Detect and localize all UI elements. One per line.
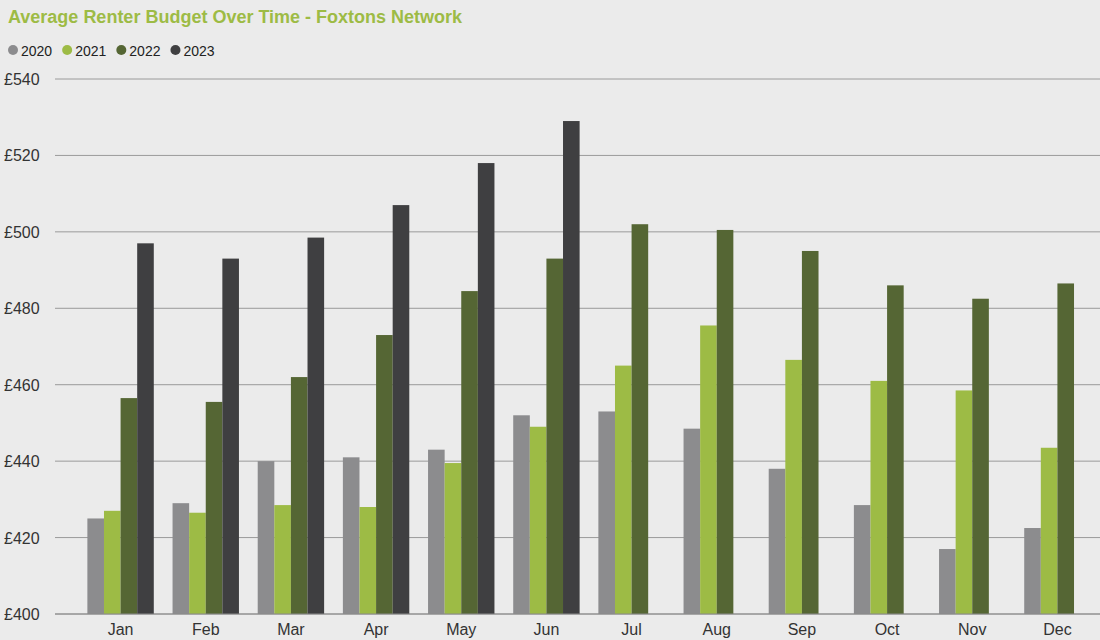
legend-item: 2023 xyxy=(170,43,214,59)
bar xyxy=(393,205,410,614)
legend-swatch xyxy=(116,45,126,55)
bar xyxy=(615,366,632,614)
y-tick-label: £520 xyxy=(4,147,40,164)
y-tick-label: £420 xyxy=(4,530,40,547)
bar xyxy=(632,224,649,614)
x-tick-label: Oct xyxy=(875,621,900,638)
y-tick-label: £400 xyxy=(4,606,40,623)
x-tick-label: Aug xyxy=(703,621,731,638)
bar xyxy=(274,505,291,614)
bar xyxy=(343,457,360,614)
bar xyxy=(870,381,887,614)
bar xyxy=(359,507,376,614)
bar xyxy=(887,285,904,614)
bar xyxy=(1057,283,1074,614)
bar xyxy=(1041,448,1058,614)
grid-line xyxy=(55,614,1100,615)
y-tick-label: £500 xyxy=(4,224,40,241)
legend-label: 2023 xyxy=(183,43,214,59)
y-tick-label: £440 xyxy=(4,453,40,470)
bar xyxy=(104,511,121,614)
y-tick-label: £460 xyxy=(4,377,40,394)
y-tick-label: £480 xyxy=(4,300,40,317)
x-tick-label: Jul xyxy=(621,621,641,638)
bar xyxy=(956,390,973,614)
legend-label: 2021 xyxy=(75,43,106,59)
x-tick-label: Sep xyxy=(788,621,817,638)
bar xyxy=(598,411,615,614)
bar xyxy=(939,549,956,614)
x-axis-line xyxy=(55,614,1100,615)
x-tick-label: Nov xyxy=(958,621,986,638)
chart-container: Average Renter Budget Over Time - Foxton… xyxy=(0,0,1100,640)
bar xyxy=(769,469,786,614)
bar xyxy=(684,429,701,614)
bar xyxy=(513,415,530,614)
bar xyxy=(137,243,154,614)
bar xyxy=(87,518,104,614)
bar xyxy=(308,238,325,614)
bar xyxy=(445,463,462,614)
grid-line xyxy=(55,79,1100,80)
bar xyxy=(173,503,190,614)
x-tick-label: May xyxy=(446,621,476,638)
x-tick-label: Jun xyxy=(534,621,560,638)
bar xyxy=(854,505,871,614)
bar xyxy=(258,461,275,614)
bar xyxy=(428,450,445,614)
bar xyxy=(785,360,802,614)
bar xyxy=(530,427,547,614)
chart-svg: Average Renter Budget Over Time - Foxton… xyxy=(0,0,1100,640)
legend-item: 2022 xyxy=(116,43,160,59)
bar xyxy=(546,259,563,614)
bar xyxy=(222,259,239,614)
bar xyxy=(972,299,989,614)
bar xyxy=(700,325,717,614)
legend-item: 2021 xyxy=(62,43,106,59)
bar xyxy=(189,513,206,614)
bar xyxy=(121,398,138,614)
bar xyxy=(717,230,734,614)
x-tick-label: Feb xyxy=(192,621,220,638)
bars xyxy=(87,121,1074,614)
bar xyxy=(461,291,478,614)
x-tick-label: Dec xyxy=(1043,621,1071,638)
bar xyxy=(563,121,580,614)
chart-title: Average Renter Budget Over Time - Foxton… xyxy=(8,7,463,27)
bar xyxy=(376,335,393,614)
x-tick-label: Apr xyxy=(364,621,390,638)
x-tick-label: Jan xyxy=(108,621,134,638)
bar xyxy=(291,377,308,614)
y-tick-label: £540 xyxy=(4,71,40,88)
bar xyxy=(206,402,223,614)
bar xyxy=(478,163,495,614)
legend-swatch xyxy=(62,45,72,55)
x-tick-label: Mar xyxy=(277,621,305,638)
bar xyxy=(1024,528,1041,614)
legend-swatch xyxy=(8,45,18,55)
legend-item: 2020 xyxy=(8,43,52,59)
bar xyxy=(802,251,819,614)
legend-swatch xyxy=(170,45,180,55)
legend-label: 2020 xyxy=(21,43,52,59)
legend-label: 2022 xyxy=(129,43,160,59)
